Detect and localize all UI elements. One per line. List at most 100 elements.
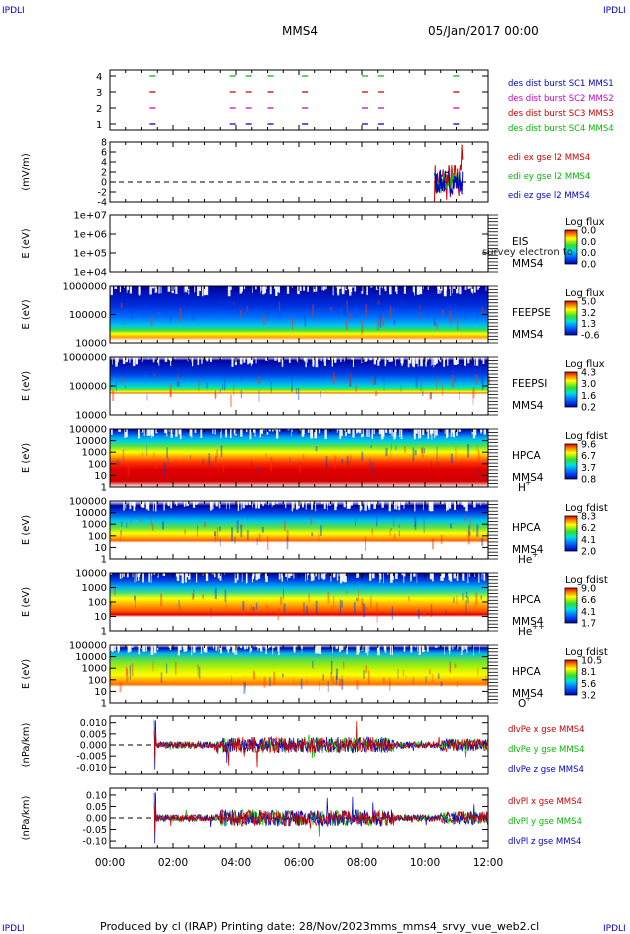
spectrogram-gap <box>138 645 141 655</box>
spectrogram-streak <box>221 445 223 456</box>
spectrogram-gap <box>352 357 355 367</box>
spectrogram-streak <box>240 390 243 399</box>
spectrogram-streak <box>449 310 452 324</box>
instrument-label: HPCA <box>512 450 542 462</box>
spectrogram-streak <box>398 524 400 528</box>
spectrogram-gap <box>401 573 404 576</box>
spectrogram-gap <box>331 357 334 367</box>
spectrogram-gap <box>310 573 314 582</box>
panel-note: survey electron to <box>482 247 573 258</box>
spectrogram-gap <box>111 645 114 653</box>
colorbar <box>564 300 578 336</box>
spectrogram-gap <box>420 357 423 367</box>
spectrogram-gap <box>191 357 194 367</box>
legend-entry: dlvPe x gse MMS4 <box>508 725 585 735</box>
spectrogram-streak <box>431 538 435 550</box>
spectrogram-streak <box>286 530 289 541</box>
spectrogram-gap <box>169 357 172 362</box>
spectrogram-streak <box>151 523 154 531</box>
spectrogram-gap <box>367 645 369 656</box>
spectrogram-gap <box>322 286 325 291</box>
spectrogram-gap <box>175 429 178 437</box>
spectrogram-streak <box>178 599 180 607</box>
spectrogram-gap <box>418 429 420 439</box>
spectrogram-gap <box>199 286 202 292</box>
colorbar-title: Log flux <box>565 359 605 370</box>
divp-trace <box>153 720 489 770</box>
spectrogram-gap <box>272 645 274 655</box>
spectrogram-streak <box>343 303 346 317</box>
spectrogram-gap <box>399 429 401 432</box>
spectrogram-streak <box>330 660 333 674</box>
spectrogram-streak <box>303 602 305 612</box>
spectrogram-gap <box>324 429 327 440</box>
spectrogram-streak <box>155 461 157 469</box>
spectrogram-gap <box>461 501 465 506</box>
spectrogram-gap <box>471 286 473 293</box>
spectrogram-gap <box>291 286 293 288</box>
spectrogram-gap <box>385 429 388 433</box>
spectrogram-gap <box>182 645 185 649</box>
spectrogram-gap <box>145 645 147 652</box>
spectrogram-streak <box>330 672 333 681</box>
spectrogram-gap <box>436 357 438 364</box>
y-tick-label: 100 <box>88 459 107 470</box>
spectrogram-gap <box>164 573 165 577</box>
spectrogram-gap <box>113 645 115 651</box>
spectrogram-gap <box>129 501 132 510</box>
spectrogram-gap <box>304 429 305 435</box>
spectrogram-gap <box>473 286 476 293</box>
legend-entry: dlvPl z gse MMS4 <box>508 837 581 847</box>
spectrogram-gap <box>265 357 268 361</box>
y-tick-label: 0.10 <box>86 790 107 801</box>
spectrogram-gap <box>454 429 456 431</box>
spectrogram-gap <box>252 429 256 433</box>
spectrogram-gap <box>260 501 263 505</box>
spectrogram-gap <box>336 429 339 431</box>
spectrogram-streak <box>421 447 424 458</box>
spectrogram-streak <box>363 603 366 618</box>
spectrogram-gap <box>437 286 440 289</box>
spectrogram-gap <box>315 286 318 292</box>
spectrogram-streak <box>335 675 338 685</box>
spectrogram-gap <box>328 357 331 361</box>
colorbar-tick-label: 6.2 <box>581 523 596 534</box>
species-label: He <box>518 554 532 566</box>
spectrogram-streak <box>311 532 314 537</box>
spectrogram-streak <box>377 300 380 305</box>
spectrogram-gap <box>403 286 406 294</box>
spectrogram-gap <box>155 501 157 512</box>
y-tick-label: 10 <box>94 543 107 554</box>
spectrogram-gap <box>184 286 186 292</box>
spectrogram-streak <box>368 670 370 684</box>
spectrogram-streak <box>266 604 268 610</box>
spectrogram-gap <box>315 645 317 650</box>
spectrogram-gap <box>472 429 476 439</box>
header-date: 05/Jan/2017 00:00 <box>428 24 539 38</box>
spectrogram-gap <box>371 429 374 439</box>
spectrogram-streak <box>355 385 357 392</box>
spectrogram-gap <box>265 357 268 359</box>
spectrogram-gap <box>274 357 277 361</box>
spectrogram-gap <box>483 573 486 581</box>
spectrogram-gap <box>259 429 262 438</box>
spectrogram-gap <box>452 286 453 294</box>
spectrogram-fill <box>110 573 488 631</box>
spectrogram-gap <box>301 645 303 647</box>
colorbar <box>564 515 578 552</box>
spectrogram-gap <box>454 501 456 510</box>
spectrogram-streak <box>383 379 385 392</box>
spectrogram-gap <box>400 429 403 439</box>
spectrogram-streak <box>393 533 396 539</box>
spectrogram-streak <box>252 607 255 611</box>
spectrogram-streak <box>216 449 218 458</box>
spectrogram-gap <box>341 286 345 295</box>
spectrogram-gap <box>279 429 281 432</box>
spectrogram-streak <box>341 679 344 690</box>
spectrogram-gap <box>260 573 262 575</box>
y-tick-label: 8 <box>101 138 107 149</box>
spectrogram-streak <box>263 314 266 326</box>
spectrogram-gap <box>351 357 354 360</box>
spectrogram-gap <box>321 286 323 291</box>
spectrogram-gap <box>229 429 232 438</box>
